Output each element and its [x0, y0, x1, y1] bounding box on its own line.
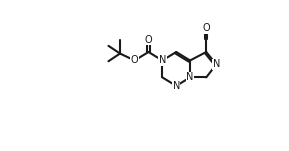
Text: O: O — [202, 23, 210, 33]
Text: N: N — [173, 81, 180, 91]
Text: N: N — [186, 72, 194, 82]
Text: N: N — [213, 59, 220, 69]
Text: N: N — [159, 55, 166, 66]
Text: O: O — [131, 55, 138, 66]
Text: O: O — [145, 35, 152, 45]
